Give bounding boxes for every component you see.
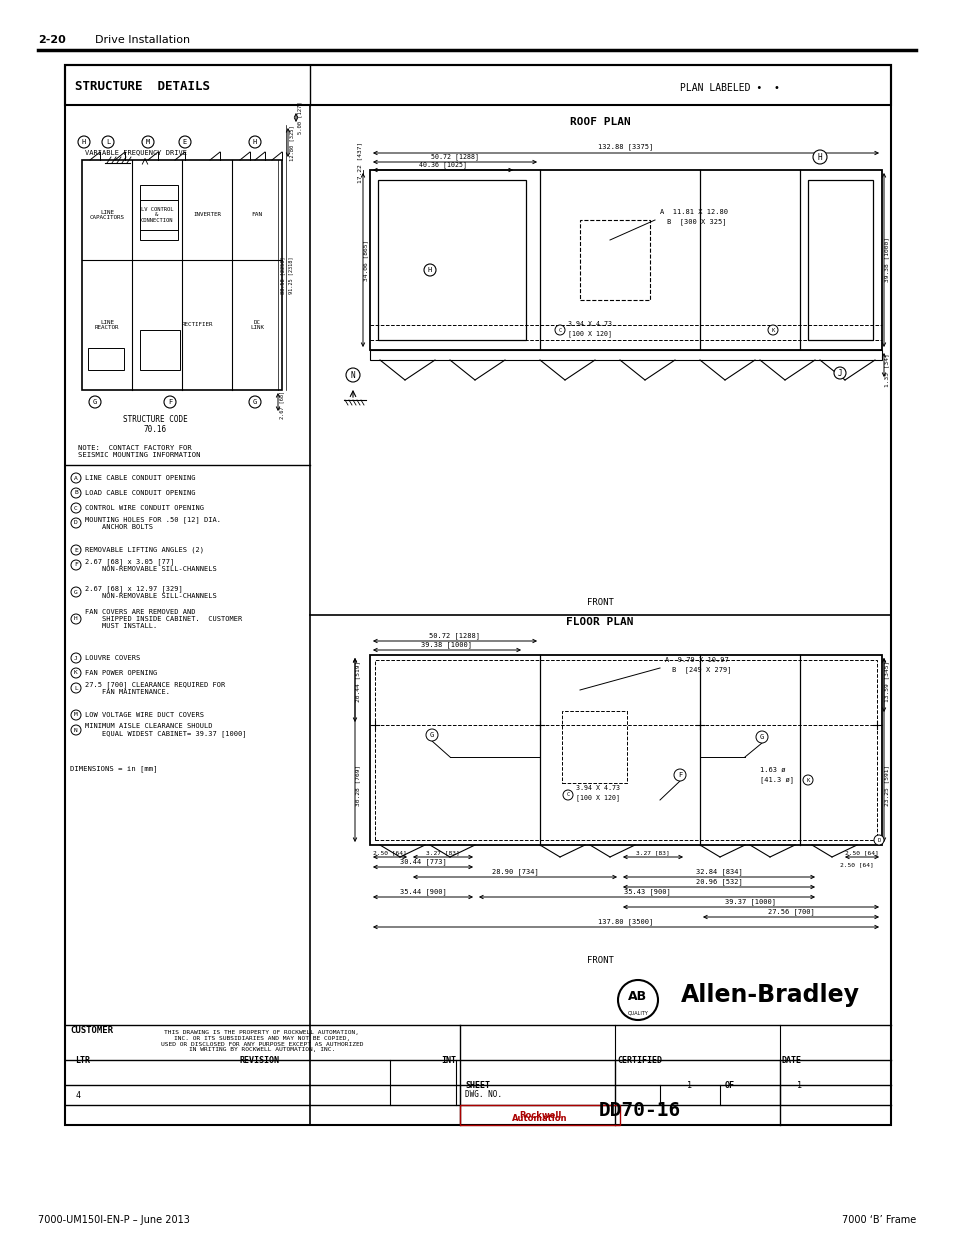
Circle shape xyxy=(833,367,845,379)
Text: H: H xyxy=(817,152,821,162)
Text: DATE: DATE xyxy=(781,1056,801,1065)
Text: 4: 4 xyxy=(75,1091,80,1099)
Text: ROOF PLAN: ROOF PLAN xyxy=(569,117,630,127)
Text: 39.38 [1000]: 39.38 [1000] xyxy=(883,237,888,283)
Text: DWG. NO.: DWG. NO. xyxy=(464,1091,501,1099)
Text: G: G xyxy=(430,732,434,739)
Text: K: K xyxy=(771,327,774,332)
Circle shape xyxy=(618,981,658,1020)
Circle shape xyxy=(249,396,261,408)
Circle shape xyxy=(102,136,113,148)
Text: LOAD CABLE CONDUIT OPENING: LOAD CABLE CONDUIT OPENING xyxy=(85,490,195,496)
Text: NOTE:  CONTACT FACTORY FOR
SEISMIC MOUNTING INFORMATION: NOTE: CONTACT FACTORY FOR SEISMIC MOUNTI… xyxy=(78,445,200,458)
Circle shape xyxy=(71,545,81,555)
Circle shape xyxy=(78,136,90,148)
Bar xyxy=(65,65,890,105)
Text: Rockwell: Rockwell xyxy=(518,1110,560,1119)
Text: [100 X 120]: [100 X 120] xyxy=(567,330,612,337)
Text: 88.58 [2250]: 88.58 [2250] xyxy=(280,256,285,294)
Text: 23.25 [591]: 23.25 [591] xyxy=(883,764,888,805)
Text: 30.44 [773]: 30.44 [773] xyxy=(399,858,446,864)
Circle shape xyxy=(673,769,685,781)
Text: N: N xyxy=(74,727,78,732)
Text: 7000 ‘B’ Frame: 7000 ‘B’ Frame xyxy=(841,1215,915,1225)
Text: H: H xyxy=(428,267,432,273)
Text: 132.88 [3375]: 132.88 [3375] xyxy=(598,143,653,149)
Text: J: J xyxy=(74,656,78,661)
Text: FAN POWER OPENING: FAN POWER OPENING xyxy=(85,671,157,676)
Text: C: C xyxy=(74,505,78,510)
Text: 32.84 [834]: 32.84 [834] xyxy=(695,868,741,876)
Text: DD70-16: DD70-16 xyxy=(598,1102,680,1120)
Text: INVERTER: INVERTER xyxy=(193,212,221,217)
Text: 20.44 [519]: 20.44 [519] xyxy=(355,661,360,701)
Text: M: M xyxy=(74,713,78,718)
Text: LINE CABLE CONDUIT OPENING: LINE CABLE CONDUIT OPENING xyxy=(85,475,195,480)
Circle shape xyxy=(71,488,81,498)
Circle shape xyxy=(71,653,81,663)
Circle shape xyxy=(71,725,81,735)
Circle shape xyxy=(423,264,436,275)
Bar xyxy=(370,170,882,350)
Text: 1.63 ø: 1.63 ø xyxy=(760,767,784,773)
Text: 2.67 [68] x 3.05 [77]
    NON-REMOVABLE SILL-CHANNELS: 2.67 [68] x 3.05 [77] NON-REMOVABLE SILL… xyxy=(85,558,216,572)
Text: CERTIFIED: CERTIFIED xyxy=(617,1056,661,1065)
Text: 2.67 [68] x 12.97 [329]
    NON-REMOVABLE SILL-CHANNELS: 2.67 [68] x 12.97 [329] NON-REMOVABLE SI… xyxy=(85,585,216,599)
Text: L: L xyxy=(74,685,78,690)
Text: C: C xyxy=(558,327,561,332)
Bar xyxy=(370,655,882,845)
Text: J: J xyxy=(837,368,841,378)
Text: SHEET: SHEET xyxy=(464,1081,490,1091)
Text: 35.44 [900]: 35.44 [900] xyxy=(399,888,446,895)
Text: 2.50 [64]: 2.50 [64] xyxy=(840,862,873,867)
Text: 50.72 [1288]: 50.72 [1288] xyxy=(431,153,478,161)
Text: K: K xyxy=(74,671,78,676)
Text: [41.3 ø]: [41.3 ø] xyxy=(760,777,793,783)
Text: 137.80 [3500]: 137.80 [3500] xyxy=(598,919,653,925)
Text: QUALITY: QUALITY xyxy=(627,1010,648,1015)
Text: G: G xyxy=(760,734,763,740)
Text: FLOOR PLAN: FLOOR PLAN xyxy=(566,618,633,627)
Text: 91.25 [2318]: 91.25 [2318] xyxy=(288,256,294,294)
Text: B  [300 X 325]: B [300 X 325] xyxy=(666,219,726,225)
Text: REVISION: REVISION xyxy=(240,1056,280,1065)
Text: VARIABLE FREQUENCY DRIVE: VARIABLE FREQUENCY DRIVE xyxy=(85,149,187,156)
Text: 30.28 [769]: 30.28 [769] xyxy=(355,764,360,805)
Circle shape xyxy=(71,710,81,720)
Text: 3.94 X 4.73: 3.94 X 4.73 xyxy=(567,321,612,327)
Text: OF: OF xyxy=(724,1081,734,1091)
Text: 1.35 [34]: 1.35 [34] xyxy=(883,353,888,387)
Text: H: H xyxy=(253,140,257,144)
Text: 2.67 [68]: 2.67 [68] xyxy=(279,391,284,419)
Text: REMOVABLE LIFTING ANGLES (2): REMOVABLE LIFTING ANGLES (2) xyxy=(85,547,204,553)
Text: 20.96 [532]: 20.96 [532] xyxy=(695,878,741,885)
Circle shape xyxy=(89,396,101,408)
Circle shape xyxy=(71,559,81,571)
Bar xyxy=(370,350,882,359)
Bar xyxy=(140,185,178,240)
Text: LINE
REACTOR: LINE REACTOR xyxy=(94,320,119,331)
Text: H: H xyxy=(82,140,86,144)
Text: A: A xyxy=(74,475,78,480)
Circle shape xyxy=(767,325,778,335)
Text: D: D xyxy=(877,837,880,842)
Text: F: F xyxy=(168,399,172,405)
Circle shape xyxy=(71,473,81,483)
Text: CONTROL WIRE CONDUIT OPENING: CONTROL WIRE CONDUIT OPENING xyxy=(85,505,204,511)
Text: RECTIFIER: RECTIFIER xyxy=(181,322,213,327)
Text: AB: AB xyxy=(628,990,647,1004)
Text: FRONT: FRONT xyxy=(586,598,613,606)
Text: F: F xyxy=(678,772,681,778)
Text: L: L xyxy=(106,140,110,144)
Circle shape xyxy=(71,517,81,529)
Text: LTR: LTR xyxy=(75,1056,90,1065)
Text: 27.56 [700]: 27.56 [700] xyxy=(767,908,814,915)
Circle shape xyxy=(71,587,81,597)
Text: H: H xyxy=(74,616,78,621)
Text: K: K xyxy=(805,778,809,783)
Text: F: F xyxy=(74,562,78,568)
Circle shape xyxy=(802,776,812,785)
Text: E: E xyxy=(183,140,187,144)
Text: FAN COVERS ARE REMOVED AND
    SHIPPED INSIDE CABINET.  CUSTOMER
    MUST INSTAL: FAN COVERS ARE REMOVED AND SHIPPED INSID… xyxy=(85,609,242,629)
Text: Drive Installation: Drive Installation xyxy=(95,35,190,44)
